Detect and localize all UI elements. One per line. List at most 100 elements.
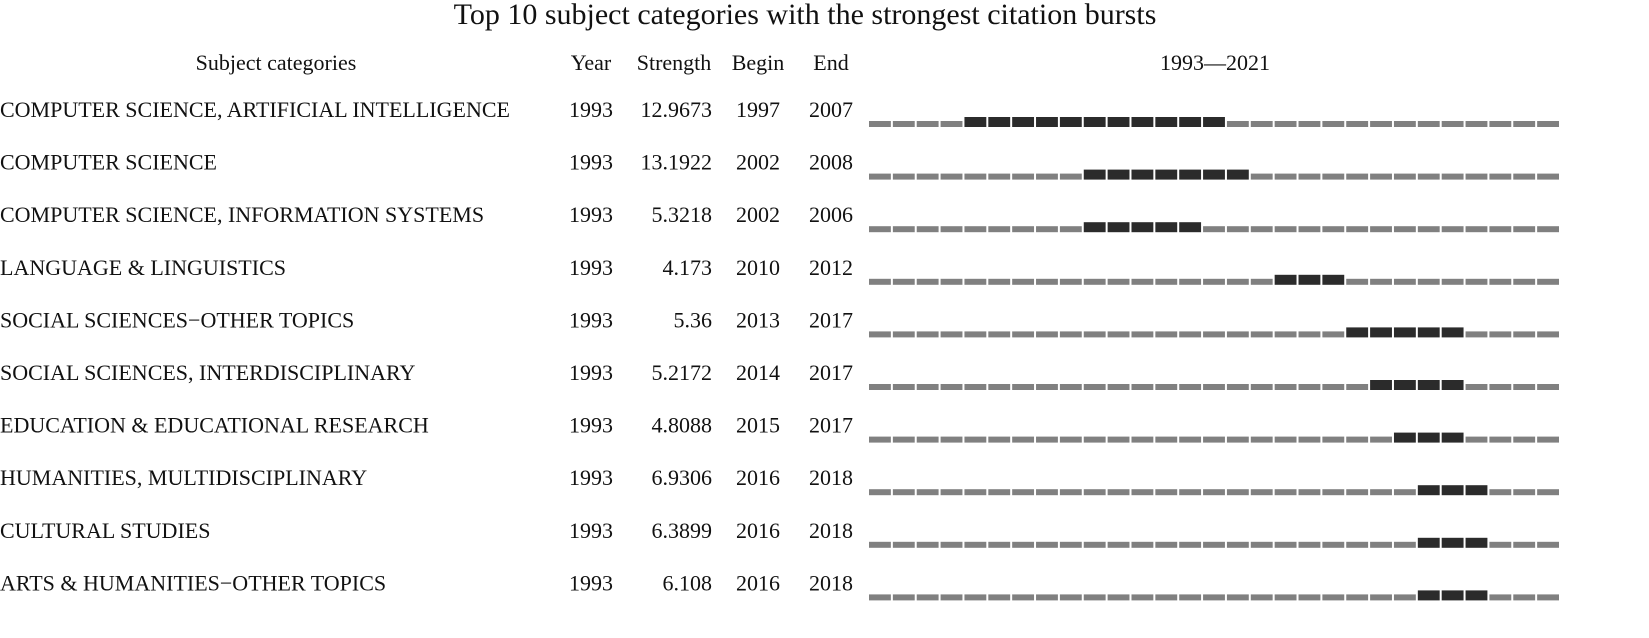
end: 2008	[809, 150, 853, 175]
timeline-segment	[1465, 278, 1488, 285]
category-name: LANGUAGE & LINGUISTICS	[0, 255, 286, 280]
timeline-segment	[892, 226, 915, 233]
timeline-segment	[1059, 384, 1082, 390]
timeline-segment	[892, 278, 915, 285]
strength: 6.3899	[652, 518, 713, 543]
timeline-segment	[1107, 436, 1130, 443]
timeline-segment	[1346, 121, 1369, 127]
begin: 2016	[736, 570, 780, 595]
timeline-segment	[1107, 331, 1130, 338]
timeline-segment	[1274, 384, 1297, 390]
timeline-segment	[1298, 594, 1321, 601]
timeline-segment	[1179, 436, 1202, 443]
timeline-segment	[1298, 489, 1321, 496]
timeline-segment	[1322, 226, 1345, 233]
timeline-segment	[1513, 331, 1536, 338]
timeline-segment	[1179, 541, 1202, 548]
burst-segment	[1441, 537, 1464, 548]
category-name: SOCIAL SCIENCES, INTERDISCIPLINARY	[0, 360, 415, 385]
column-header: End	[813, 50, 848, 75]
timeline-segment	[1298, 436, 1321, 443]
burst-segment	[1441, 590, 1464, 601]
timeline-segment	[988, 594, 1011, 601]
begin: 2002	[736, 202, 780, 227]
timeline-segment	[869, 121, 891, 127]
burst-segment	[1155, 117, 1178, 127]
timeline-segment	[1537, 489, 1559, 496]
timeline-segment	[1059, 331, 1082, 338]
timeline-segment	[1489, 121, 1512, 127]
year: 1993	[569, 570, 613, 595]
timeline-segment	[1513, 226, 1536, 233]
burst-segment	[1226, 169, 1249, 180]
timeline-segment	[916, 226, 939, 233]
timeline-segment	[1250, 121, 1273, 127]
burst-segment	[1465, 485, 1488, 496]
burst-segment	[1417, 380, 1440, 390]
year: 1993	[569, 360, 613, 385]
burst-segment	[1441, 432, 1464, 443]
timeline-segment	[1346, 278, 1369, 285]
burst-segment	[1346, 327, 1369, 338]
begin: 2016	[736, 465, 780, 490]
timeline-segment	[1059, 489, 1082, 496]
timeline-segment	[1346, 541, 1369, 548]
timeline-segment	[1370, 121, 1392, 127]
timeline-segment	[964, 331, 987, 338]
timeline-segment	[1298, 121, 1321, 127]
end: 2017	[809, 413, 853, 438]
timeline-segment	[1131, 278, 1154, 285]
strength: 5.3218	[652, 202, 713, 227]
timeline-segment	[1226, 121, 1249, 127]
timeline-segment	[869, 541, 891, 548]
timeline-segment	[964, 384, 987, 390]
timeline-segment	[869, 384, 891, 390]
begin: 2016	[736, 518, 780, 543]
timeline-segment	[1370, 594, 1392, 601]
timeline-segment	[988, 384, 1011, 390]
timeline-segment	[964, 489, 987, 496]
timeline-segment	[1465, 173, 1488, 180]
timeline-segment	[1131, 436, 1154, 443]
burst-segment	[1465, 537, 1488, 548]
burst-segment	[1274, 274, 1297, 285]
timeline-segment	[1155, 331, 1178, 338]
timeline-segment	[1441, 226, 1464, 233]
timeline-segment	[1322, 331, 1345, 338]
timeline-segment	[1226, 594, 1249, 601]
timeline-segment	[988, 278, 1011, 285]
timeline-segment	[1393, 226, 1416, 233]
timeline-segment	[1537, 436, 1559, 443]
burst-segment	[1417, 485, 1440, 496]
timeline-segment	[964, 436, 987, 443]
timeline-segment	[1513, 121, 1536, 127]
timeline-segment	[1012, 226, 1035, 233]
burst-segment	[1203, 117, 1225, 127]
category-name: COMPUTER SCIENCE	[0, 150, 217, 175]
timeline-segment	[1393, 173, 1416, 180]
timeline-segment	[1274, 594, 1297, 601]
timeline-segment	[1346, 436, 1369, 443]
timeline-segment	[1179, 278, 1202, 285]
timeline-segment	[988, 331, 1011, 338]
timeline-segment	[892, 541, 915, 548]
timeline-segment	[1036, 173, 1058, 180]
timeline-segment	[1322, 173, 1345, 180]
burst-segment	[1417, 590, 1440, 601]
year: 1993	[569, 150, 613, 175]
timeline-segment	[940, 594, 963, 601]
timeline-segment	[1059, 278, 1082, 285]
burst-segment	[1083, 222, 1106, 233]
timeline-segment	[1131, 384, 1154, 390]
burst-segment	[1417, 432, 1440, 443]
timeline-segment	[916, 384, 939, 390]
timeline-segment	[1513, 489, 1536, 496]
timeline-segment	[1489, 436, 1512, 443]
end: 2012	[809, 255, 853, 280]
timeline-segment	[916, 489, 939, 496]
timeline-segment	[916, 594, 939, 601]
timeline-segment	[1203, 384, 1225, 390]
timeline-segment	[1441, 278, 1464, 285]
